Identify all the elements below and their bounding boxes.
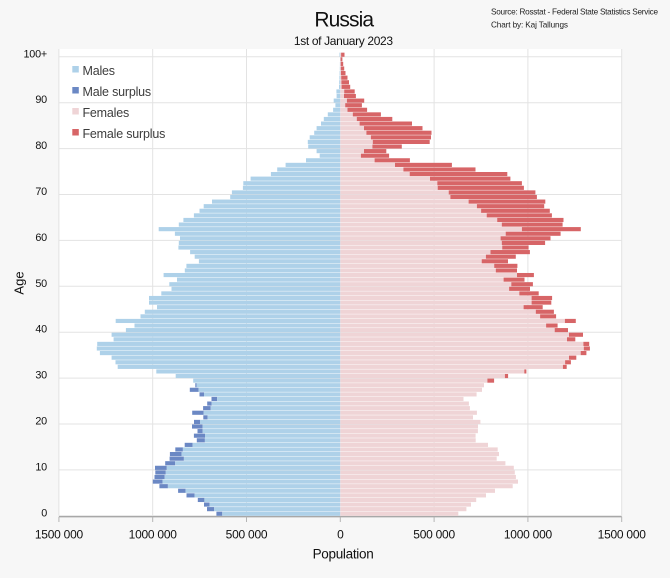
svg-text:80: 80 [35,140,47,152]
svg-text:1500 000: 1500 000 [598,528,647,542]
svg-text:Population: Population [313,547,374,562]
svg-text:40: 40 [35,324,47,336]
svg-text:30: 30 [35,370,47,382]
svg-text:1000 000: 1000 000 [129,528,178,542]
svg-text:60: 60 [35,232,47,244]
svg-text:50: 50 [35,278,47,290]
svg-text:500 000: 500 000 [413,528,455,542]
svg-text:70: 70 [35,186,47,198]
svg-text:Russia: Russia [314,9,374,32]
svg-text:Age: Age [12,271,27,294]
svg-text:Males: Males [83,64,115,78]
svg-text:500 000: 500 000 [226,528,268,542]
svg-text:1500 000: 1500 000 [35,528,84,542]
svg-text:Female surplus: Female surplus [83,127,166,141]
svg-text:Source: Rosstat - Federal Stat: Source: Rosstat - Federal State Statisti… [491,8,658,17]
svg-text:1st of January 2023: 1st of January 2023 [294,34,393,48]
svg-text:0: 0 [41,507,47,519]
svg-text:Male surplus: Male surplus [83,85,151,99]
svg-text:20: 20 [35,416,47,428]
svg-text:90: 90 [35,94,47,106]
svg-text:0: 0 [337,528,344,542]
svg-text:10: 10 [35,461,47,473]
svg-text:1000 000: 1000 000 [504,528,553,542]
svg-text:Females: Females [83,106,130,120]
svg-text:100+: 100+ [23,48,47,60]
svg-text:Chart by: Kaj Tallungs: Chart by: Kaj Tallungs [491,21,568,30]
